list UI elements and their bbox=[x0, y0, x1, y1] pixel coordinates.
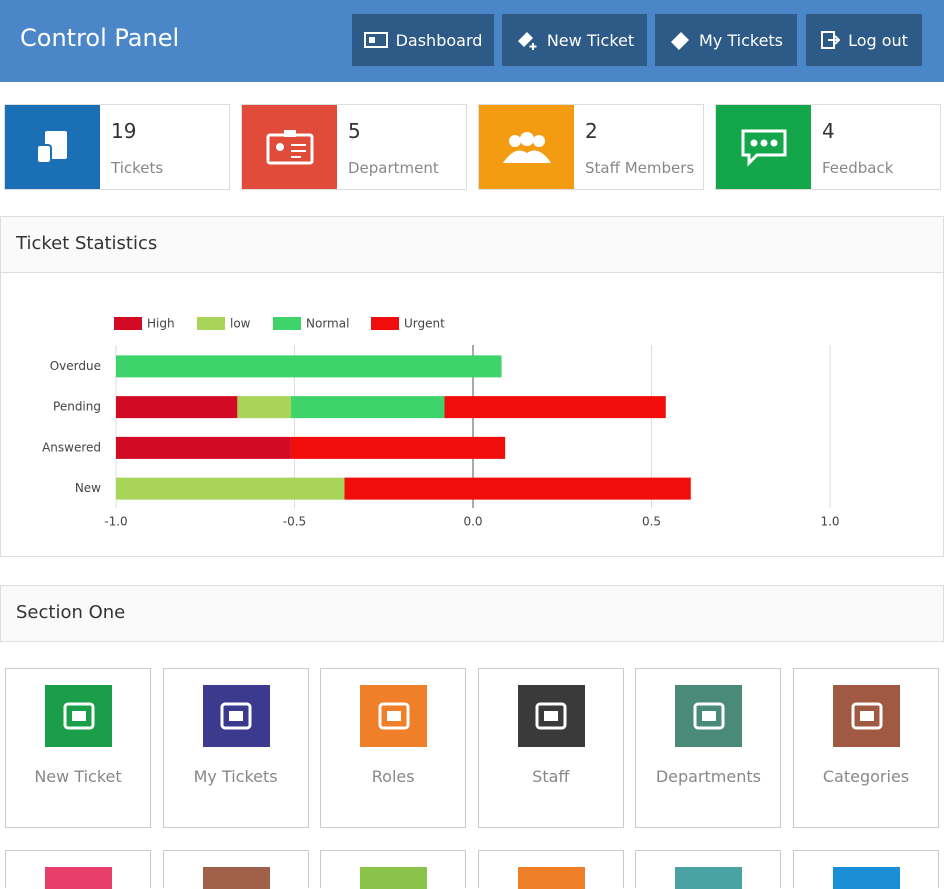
nav-logout[interactable]: Log out bbox=[806, 14, 922, 66]
nav-label: Dashboard bbox=[395, 30, 483, 50]
bar-segment bbox=[290, 436, 506, 459]
tile-icon bbox=[45, 867, 112, 889]
tile[interactable]: New Ticket bbox=[5, 668, 151, 828]
stat-label: Feedback bbox=[822, 159, 894, 177]
panel-heading: Section One bbox=[0, 585, 944, 642]
tile-icon bbox=[360, 685, 428, 747]
stat-card: 2 Staff Members bbox=[478, 104, 704, 190]
tile[interactable] bbox=[320, 850, 467, 889]
tile-label: My Tickets bbox=[193, 767, 278, 786]
y-tick-label: Answered bbox=[42, 440, 101, 454]
tile[interactable] bbox=[477, 850, 624, 889]
tile[interactable] bbox=[635, 850, 782, 889]
stat-value: 2 bbox=[585, 119, 598, 143]
nav-new-ticket[interactable]: New Ticket bbox=[502, 14, 647, 66]
tile[interactable]: Categories bbox=[793, 668, 939, 828]
tile-icon bbox=[202, 867, 270, 889]
bar-segment bbox=[444, 396, 666, 419]
icon bbox=[670, 32, 689, 50]
legend-label: Urgent bbox=[404, 317, 445, 331]
nav-my-tickets[interactable]: My Tickets bbox=[655, 14, 797, 66]
stat-icon bbox=[242, 105, 337, 189]
nav-dashboard[interactable]: Dashboard bbox=[352, 14, 494, 66]
tile-icon bbox=[360, 867, 428, 889]
tile-label: Departments bbox=[655, 767, 761, 786]
bar-segment bbox=[116, 355, 502, 378]
bar-segment bbox=[116, 477, 345, 500]
stat-card: 5 Department bbox=[241, 104, 467, 190]
x-tick-label: 0.0 bbox=[463, 515, 482, 529]
stat-icon bbox=[479, 105, 574, 189]
stat-value: 5 bbox=[348, 119, 361, 143]
x-tick-label: 1.0 bbox=[820, 515, 839, 529]
bar-segment bbox=[344, 477, 691, 500]
tile[interactable] bbox=[793, 850, 939, 889]
tile-label: Staff bbox=[532, 767, 570, 786]
legend-swatch bbox=[114, 317, 142, 330]
stat-value: 19 bbox=[111, 119, 137, 143]
x-tick-label: -1.0 bbox=[104, 515, 127, 529]
tile[interactable]: Roles bbox=[320, 668, 467, 828]
tile-icon bbox=[833, 685, 900, 747]
legend-label: low bbox=[230, 317, 251, 331]
legend-label: Normal bbox=[306, 317, 349, 331]
tile-icon bbox=[675, 685, 743, 747]
tile-icon bbox=[517, 867, 585, 889]
panel-heading: Ticket Statistics bbox=[0, 216, 944, 273]
y-tick-label: Overdue bbox=[50, 359, 101, 373]
stat-value: 4 bbox=[822, 119, 835, 143]
icon bbox=[821, 31, 841, 49]
legend-swatch bbox=[197, 317, 225, 330]
bar-segment bbox=[116, 436, 291, 459]
x-tick-label: -0.5 bbox=[283, 515, 306, 529]
bar-segment bbox=[237, 396, 291, 419]
nav-label: Log out bbox=[848, 30, 908, 50]
bar-segment bbox=[116, 396, 238, 419]
tile[interactable]: My Tickets bbox=[162, 668, 309, 828]
tile[interactable] bbox=[162, 850, 309, 889]
tile-label: Categories bbox=[822, 767, 910, 786]
tile[interactable]: Staff bbox=[477, 668, 624, 828]
tile-icon bbox=[675, 867, 743, 889]
tile-icon bbox=[45, 685, 112, 747]
nav-label: New Ticket bbox=[546, 30, 635, 50]
stat-card: 4 Feedback bbox=[715, 104, 941, 190]
tile[interactable]: Departments bbox=[635, 668, 782, 828]
icon bbox=[363, 32, 388, 48]
nav-label: My Tickets bbox=[698, 30, 784, 50]
tile-icon bbox=[517, 685, 585, 747]
legend-swatch bbox=[273, 317, 301, 330]
tile[interactable] bbox=[5, 850, 151, 889]
stat-icon bbox=[716, 105, 811, 189]
y-tick-label: Pending bbox=[53, 400, 101, 414]
tile-label: Roles bbox=[371, 767, 415, 786]
stat-card: 19 Tickets bbox=[4, 104, 230, 190]
bar-segment bbox=[290, 396, 445, 419]
legend-label: High bbox=[147, 317, 175, 331]
y-tick-label: New bbox=[75, 481, 101, 495]
tile-icon bbox=[202, 685, 270, 747]
stat-icon bbox=[5, 105, 100, 189]
icon bbox=[517, 32, 537, 50]
panel-body: -1.0 -0.5 0.0 0.5 1.0 Overdue Pending Answered N… bbox=[0, 273, 944, 557]
stat-label: Tickets bbox=[111, 159, 164, 177]
legend-swatch bbox=[371, 317, 399, 330]
stat-label: Department bbox=[348, 159, 439, 177]
chart: -1.0 -0.5 0.0 0.5 1.0 Overdue Pending Answered N… bbox=[42, 317, 839, 529]
stat-label: Staff Members bbox=[585, 159, 695, 177]
x-tick-label: 0.5 bbox=[642, 515, 661, 529]
tile-icon bbox=[833, 867, 900, 889]
tile-label: New Ticket bbox=[34, 767, 122, 786]
app-title: Control Panel bbox=[20, 24, 180, 52]
